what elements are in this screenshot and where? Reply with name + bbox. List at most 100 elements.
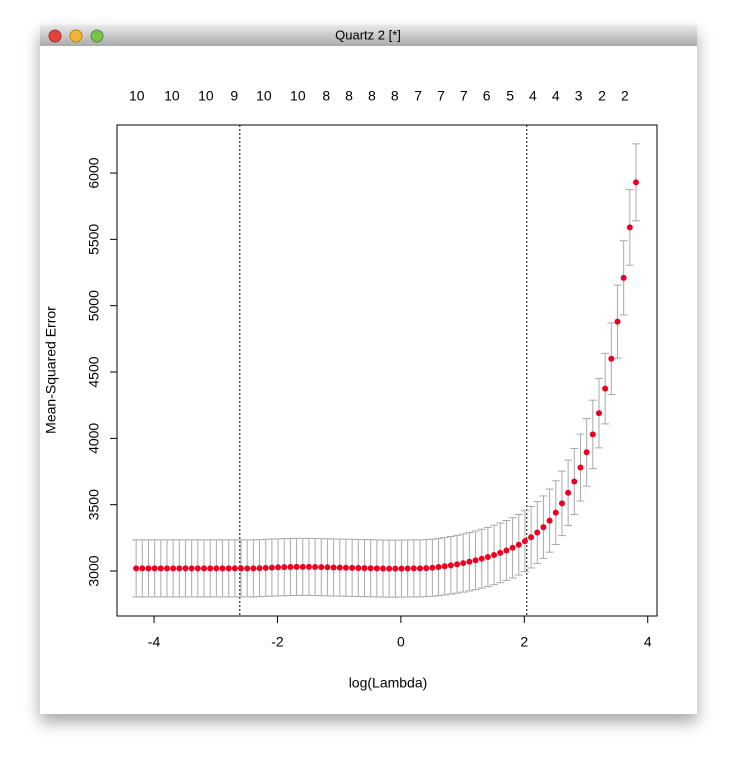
minimize-button[interactable]	[69, 29, 83, 43]
top-axis-label: 4	[552, 88, 560, 104]
y-tick-label: 4500	[86, 356, 102, 387]
point	[342, 564, 349, 571]
point	[484, 553, 491, 560]
point	[157, 565, 164, 572]
x-tick-label: 2	[520, 634, 528, 650]
point	[201, 565, 208, 572]
point	[503, 547, 510, 554]
point	[460, 560, 467, 567]
point	[466, 558, 473, 565]
top-axis-label: 10	[198, 88, 214, 104]
point	[571, 478, 578, 485]
top-axis-label: 10	[290, 88, 306, 104]
point	[392, 565, 399, 572]
point	[349, 564, 356, 571]
top-axis-label: 8	[345, 88, 353, 104]
title-bar	[40, 25, 697, 46]
window	[40, 25, 697, 714]
point	[540, 524, 547, 531]
top-axis-label: 2	[621, 88, 629, 104]
x-tick-label: 4	[644, 634, 652, 650]
point	[404, 565, 411, 572]
y-tick-label: 5500	[86, 224, 102, 255]
top-axis-label: 4	[529, 88, 537, 104]
close-button[interactable]	[48, 29, 62, 43]
point	[244, 565, 251, 572]
point	[163, 565, 170, 572]
point	[577, 464, 584, 471]
point	[491, 551, 498, 558]
point	[312, 564, 319, 571]
point	[139, 565, 146, 572]
point	[589, 431, 596, 438]
point	[145, 565, 152, 572]
point	[509, 544, 516, 551]
point	[454, 561, 461, 568]
y-tick-label: 5000	[86, 290, 102, 321]
top-axis-label: 3	[575, 88, 583, 104]
window-title: Quartz 2 [*]	[335, 27, 401, 42]
point	[602, 385, 609, 392]
point	[133, 565, 140, 572]
y-tick-label: 4000	[86, 423, 102, 454]
top-axis-label: 6	[483, 88, 491, 104]
point	[361, 565, 368, 572]
top-axis-label: 2	[598, 88, 606, 104]
point	[373, 565, 380, 572]
point	[528, 534, 535, 541]
point	[355, 564, 362, 571]
zoom-button[interactable]	[90, 29, 104, 43]
top-axis-label: 7	[437, 88, 445, 104]
point	[207, 565, 214, 572]
top-axis-label: 9	[230, 88, 238, 104]
point	[225, 565, 232, 572]
point	[176, 565, 183, 572]
point	[633, 179, 640, 186]
point	[608, 355, 615, 362]
point	[250, 565, 257, 572]
point	[170, 565, 177, 572]
point	[305, 563, 312, 570]
point	[367, 565, 374, 572]
point	[231, 565, 238, 572]
x-tick-label: -2	[271, 634, 284, 650]
point	[478, 555, 485, 562]
top-axis-label: 8	[322, 88, 330, 104]
point	[417, 565, 424, 572]
point	[293, 563, 300, 570]
point	[151, 565, 158, 572]
point	[410, 565, 417, 572]
y-axis-label: Mean-Squared Error	[43, 306, 59, 434]
point	[299, 563, 306, 570]
top-axis-label: 10	[129, 88, 145, 104]
point	[558, 500, 565, 507]
x-tick-label: -4	[148, 634, 161, 650]
point	[268, 564, 275, 571]
point	[534, 529, 541, 536]
top-axis-label: 10	[164, 88, 180, 104]
point	[521, 538, 528, 545]
point	[188, 565, 195, 572]
point	[423, 565, 430, 572]
point	[182, 565, 189, 572]
top-axis-label: 10	[256, 88, 272, 104]
point	[330, 564, 337, 571]
point	[546, 517, 553, 524]
point	[379, 565, 386, 572]
top-axis-label: 7	[460, 88, 468, 104]
top-axis-label: 7	[414, 88, 422, 104]
point	[447, 562, 454, 569]
point	[614, 318, 621, 325]
point	[429, 564, 436, 571]
point	[238, 565, 245, 572]
point	[262, 564, 269, 571]
x-tick-label: 0	[397, 634, 405, 650]
point	[595, 410, 602, 417]
point	[318, 564, 325, 571]
point	[398, 565, 405, 572]
point	[441, 563, 448, 570]
point	[287, 564, 294, 571]
point	[626, 224, 633, 231]
point	[219, 565, 226, 572]
point	[194, 565, 201, 572]
